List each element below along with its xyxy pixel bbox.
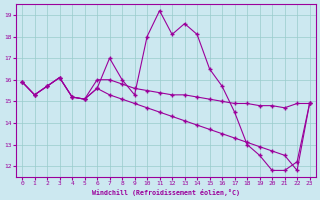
X-axis label: Windchill (Refroidissement éolien,°C): Windchill (Refroidissement éolien,°C) [92,189,240,196]
